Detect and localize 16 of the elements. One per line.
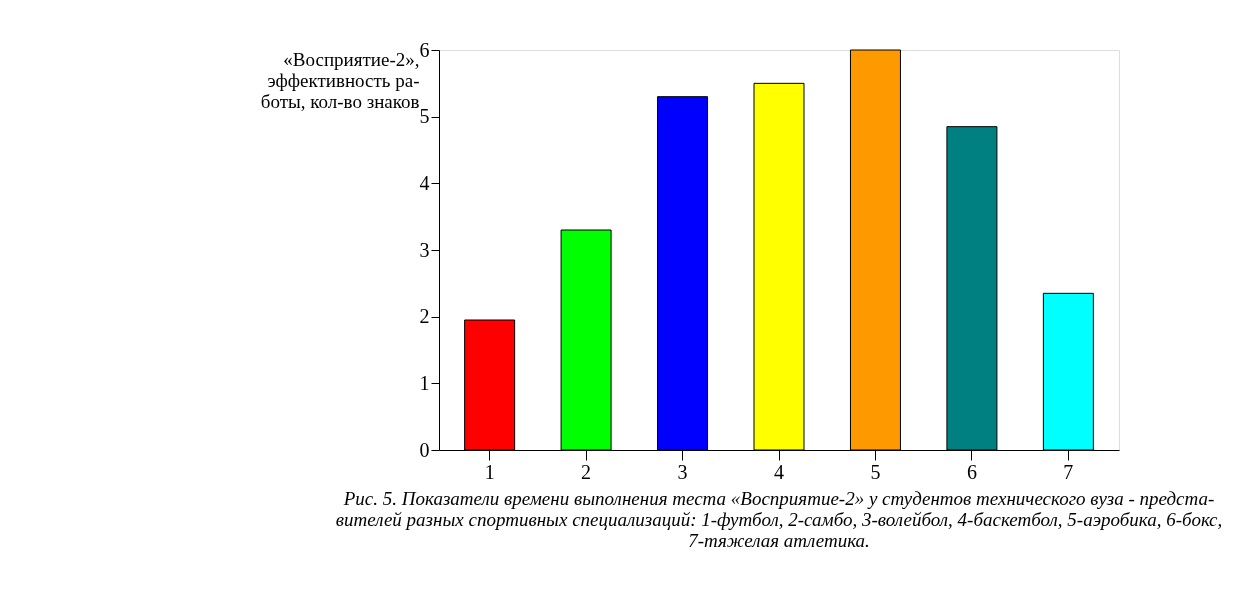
y-tick-label: 5 <box>419 105 430 128</box>
y-tick-label: 4 <box>419 171 430 194</box>
y-axis-title: «Восприятие-2», эффективность ра- боты, кол-во знаков <box>260 48 420 112</box>
x-tick-label: 5 <box>870 460 881 483</box>
x-tick-label: 7 <box>1063 460 1074 483</box>
x-tick-label: 3 <box>677 460 688 483</box>
text: Рис. 5. Показатели времени выполнения теста «Восприятие-2» у студентов технического вуза - предста- вителей разных спортивных специализаций: 1-футбол, 2-самбо, 3-волейбол, 4-баскетбол, 5-аэробика, 6-бокс, 7-тяжелая атлетика. <box>335 488 1223 551</box>
y-tick-label: 2 <box>419 305 430 328</box>
y-tick-label: 3 <box>419 238 430 261</box>
x-tick-label: 6 <box>966 460 977 483</box>
y-tick-label: 1 <box>419 371 430 394</box>
x-tick-label: 2 <box>581 460 592 483</box>
y-tick-label: 6 <box>419 38 430 61</box>
x-tick-label: 1 <box>484 460 495 483</box>
x-tick-label: 4 <box>774 460 784 483</box>
y-tick-label: 0 <box>419 438 430 461</box>
